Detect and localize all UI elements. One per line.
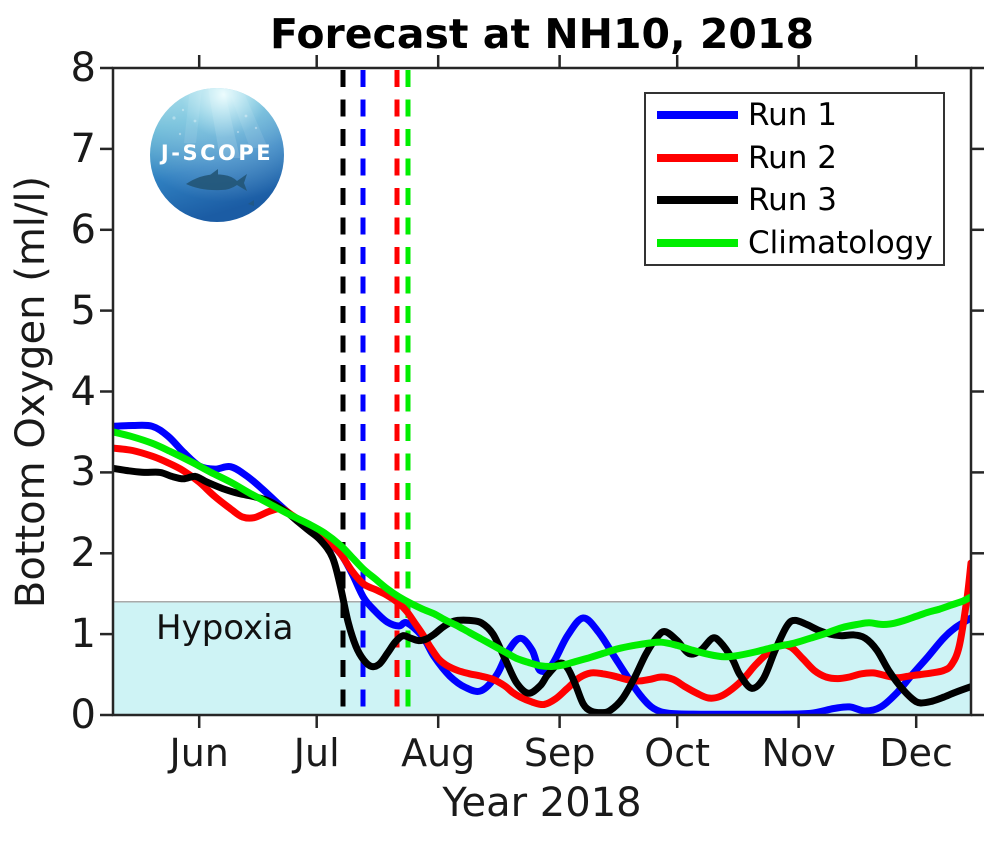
x-tick-label-sep: Sep: [523, 731, 596, 775]
y-tick-label: 5: [70, 287, 96, 334]
x-tick-label-aug: Aug: [401, 731, 476, 775]
hypoxia-region-label: Hypoxia: [156, 608, 294, 648]
y-tick-label: 7: [70, 125, 96, 172]
y-tick-label: 4: [70, 368, 96, 415]
legend-swatch-run2: [657, 153, 738, 162]
legend-label-run3: Run 3: [748, 182, 838, 219]
y-tick-label: 1: [70, 611, 96, 658]
legend-item-climatology: Climatology: [646, 222, 943, 264]
series-line-climatology: [113, 428, 971, 671]
jscope-logo-text: J-SCOPE: [159, 141, 273, 165]
x-tick-label-jul: Jul: [293, 731, 340, 775]
legend-item-run1: Run 1: [646, 94, 943, 136]
legend-swatch-climatology: [657, 238, 738, 247]
y-tick-label: 2: [70, 530, 96, 577]
legend-label-run1: Run 1: [748, 97, 838, 134]
hypoxia-region: [113, 601, 971, 715]
legend-item-run3: Run 3: [646, 179, 943, 221]
fish-silhouette-icon: [186, 169, 254, 206]
legend-swatch-run1: [657, 111, 738, 120]
legend-label-run2: Run 2: [748, 139, 838, 176]
y-tick-label: 6: [70, 206, 96, 253]
legend-swatch-run3: [657, 196, 738, 205]
x-tick-label-dec: Dec: [879, 731, 953, 775]
y-tick-label: 3: [70, 449, 96, 496]
x-axis-label: Year 2018: [442, 780, 642, 826]
y-tick-label: 8: [70, 45, 96, 91]
legend: Run 1 Run 2 Run 3 Climatology: [644, 92, 945, 266]
y-tick-label: 0: [70, 692, 96, 738]
legend-item-run2: Run 2: [646, 137, 943, 179]
x-tick-label-nov: Nov: [761, 731, 836, 775]
jscope-logo: J-SCOPE: [150, 88, 284, 222]
jscope-logo-art: J-SCOPE: [150, 88, 284, 222]
chart-title: Forecast at NH10, 2018: [270, 10, 814, 58]
legend-label-climatology: Climatology: [748, 224, 933, 261]
x-tick-label-jun: Jun: [169, 731, 229, 775]
x-tick-label-oct: Oct: [644, 731, 710, 775]
